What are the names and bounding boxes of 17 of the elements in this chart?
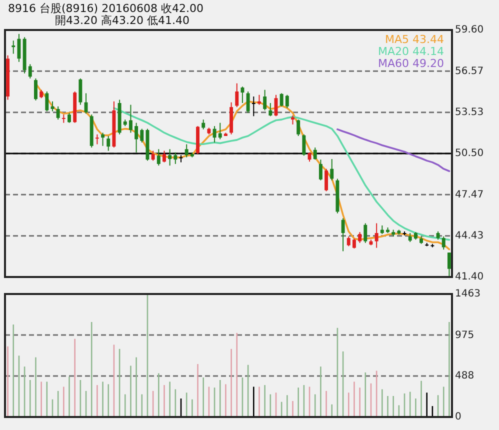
text: MA20 44.14 xyxy=(378,45,444,58)
y-tick-label: 56.57 xyxy=(455,66,484,77)
line-series xyxy=(336,128,450,172)
y-tick-label: 488 xyxy=(455,370,474,382)
text: MA5 43.44 xyxy=(384,33,444,46)
chart-title: 8916 台股(8916) 20160608 收42.00 xyxy=(8,2,204,15)
y-tick-label: 975 xyxy=(455,330,474,341)
y-tick-label: 44.43 xyxy=(455,230,484,242)
y-tick-label: 59.60 xyxy=(455,24,484,36)
y-tick-label: 41.40 xyxy=(455,272,484,283)
y-tick-label: 0 xyxy=(455,412,462,423)
y-tick-label: 50.50 xyxy=(455,148,484,160)
y-tick-label: 47.47 xyxy=(455,189,484,200)
y-tick-label: 53.53 xyxy=(455,107,484,118)
text: MA60 49.20 xyxy=(378,57,444,70)
y-tick-label: 1463 xyxy=(455,288,480,300)
chart-subtitle: 開43.20 高43.20 低41.40 xyxy=(55,14,190,27)
